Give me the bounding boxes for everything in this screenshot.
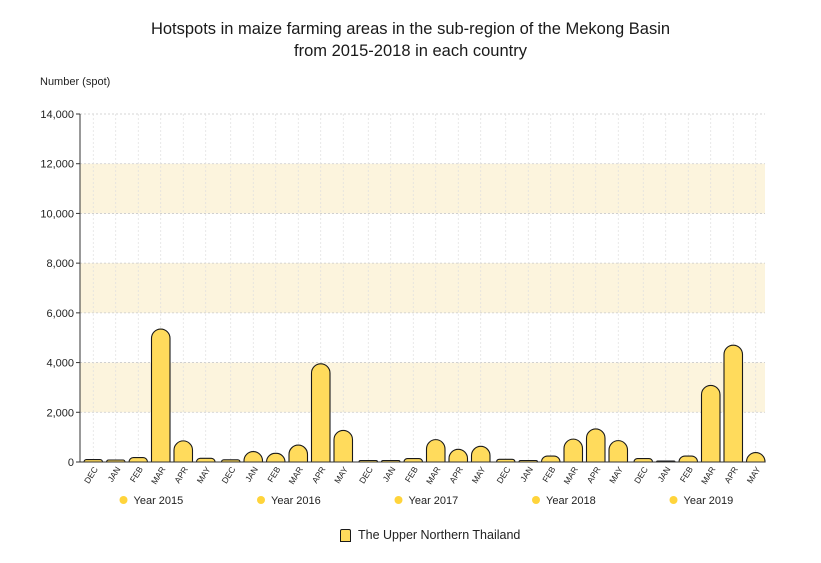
x-tick-label: DEC xyxy=(494,465,512,486)
bar xyxy=(243,451,264,463)
bar xyxy=(723,344,744,463)
grid-band xyxy=(80,163,765,214)
y-tick-label: 2,000 xyxy=(46,407,74,419)
bar xyxy=(403,457,424,463)
bar xyxy=(310,363,331,463)
year-label: Year 2018 xyxy=(546,495,596,507)
bar xyxy=(540,455,561,463)
chart-title-line-2: from 2015-2018 in each country xyxy=(294,42,527,60)
bar xyxy=(128,456,149,463)
x-tick-label: FEB xyxy=(678,464,695,484)
bar xyxy=(585,428,606,463)
x-tick-label: JAN xyxy=(655,465,672,484)
bar xyxy=(700,384,721,463)
bar xyxy=(448,448,469,463)
x-tick-label: DEC xyxy=(632,465,650,486)
year-dot xyxy=(669,496,678,504)
x-tick-label: MAY xyxy=(195,464,213,485)
year-label: Year 2015 xyxy=(134,495,184,507)
legend: The Upper Northern Thailand xyxy=(340,528,520,542)
x-tick-label: MAY xyxy=(470,464,488,485)
x-tick-label: FEB xyxy=(128,464,145,484)
bar xyxy=(150,328,171,463)
year-dot xyxy=(532,496,540,504)
x-tick-label: JAN xyxy=(518,465,535,484)
x-tick-label: MAR xyxy=(699,465,717,486)
x-tick-label: FEB xyxy=(403,464,420,484)
bar xyxy=(173,440,194,463)
bar xyxy=(678,455,699,463)
bar xyxy=(470,445,491,463)
x-tick-label: APR xyxy=(447,465,465,485)
x-tick-label: APR xyxy=(585,465,603,485)
bar xyxy=(608,440,629,463)
year-dot xyxy=(394,496,403,504)
x-tick-label: APR xyxy=(172,465,190,485)
x-tick-label: DEC xyxy=(219,465,237,486)
y-tick-label: 0 xyxy=(68,457,74,469)
year-label: Year 2019 xyxy=(684,495,734,507)
chart-title-line-1: Hotspots in maize farming areas in the s… xyxy=(150,20,671,38)
x-tick-label: MAR xyxy=(561,465,579,486)
y-tick-label: 12,000 xyxy=(40,159,74,171)
x-tick-label: FEB xyxy=(540,464,557,484)
y-axis-label: Number (spot) xyxy=(40,76,111,88)
bar xyxy=(333,429,354,463)
x-tick-label: MAR xyxy=(286,465,304,486)
bar xyxy=(563,438,584,463)
grid-band xyxy=(80,362,765,413)
x-tick-label: MAY xyxy=(332,464,350,485)
x-tick-label: FEB xyxy=(265,464,282,484)
x-tick-label: MAY xyxy=(745,464,763,485)
year-dot xyxy=(257,496,265,504)
legend-swatch xyxy=(340,528,351,542)
x-tick-label: APR xyxy=(310,465,328,485)
x-tick-label: MAR xyxy=(424,465,442,486)
x-tick-label: DEC xyxy=(82,465,100,486)
year-label: Year 2016 xyxy=(271,495,321,507)
x-tick-label: JAN xyxy=(380,465,397,484)
legend-label: The Upper Northern Thailand xyxy=(358,528,521,542)
grid-band xyxy=(80,263,765,313)
x-tick-label: JAN xyxy=(105,465,122,484)
bar xyxy=(425,439,446,463)
y-tick-label: 10,000 xyxy=(40,208,74,220)
x-tick-label: DEC xyxy=(357,465,375,486)
bar xyxy=(288,444,309,463)
x-tick-label: JAN xyxy=(243,465,260,484)
x-tick-label: MAR xyxy=(149,465,167,486)
year-dot xyxy=(119,496,128,504)
bar xyxy=(633,457,654,463)
year-label: Year 2017 xyxy=(409,495,459,507)
bar xyxy=(265,452,286,463)
y-tick-label: 8,000 xyxy=(46,258,74,270)
x-tick-label: MAY xyxy=(607,464,625,485)
y-tick-label: 14,000 xyxy=(40,109,74,121)
y-tick-label: 6,000 xyxy=(46,308,74,320)
y-tick-label: 4,000 xyxy=(46,358,74,370)
bar xyxy=(195,457,216,463)
x-tick-label: APR xyxy=(722,465,740,485)
bar xyxy=(745,452,766,463)
